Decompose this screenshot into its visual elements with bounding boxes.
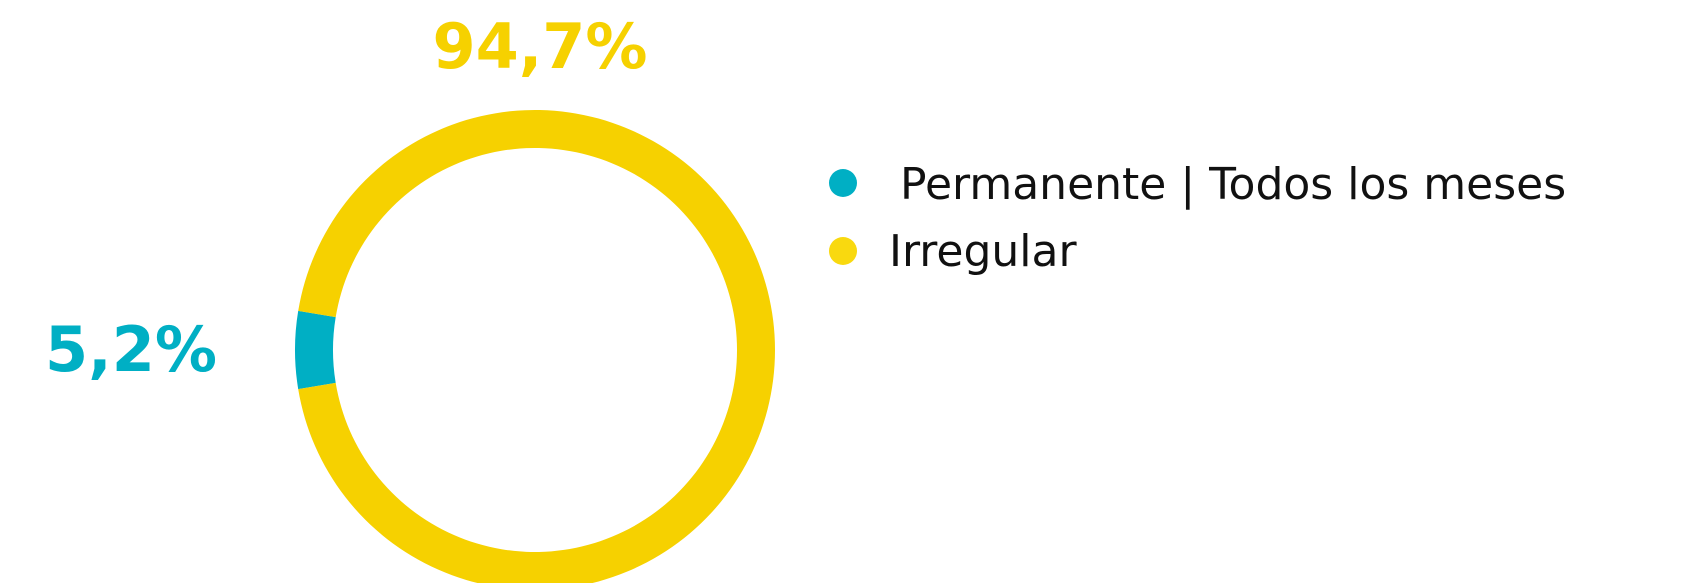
donut-slice-irregular [298, 110, 775, 583]
data-label-irregular: 94,7% [432, 10, 647, 83]
donut-slices [294, 110, 775, 583]
legend-swatch-irregular [829, 237, 857, 265]
data-label-permanente: 5,2% [45, 313, 217, 386]
legend-label-permanente: Permanente | Todos los meses [900, 159, 1566, 210]
legend: Permanente | Todos los meses Irregular [829, 159, 1566, 277]
legend-label-irregular: Irregular [889, 226, 1077, 277]
legend-swatch-permanente [829, 169, 857, 197]
donut-slice-permanente [294, 310, 336, 390]
